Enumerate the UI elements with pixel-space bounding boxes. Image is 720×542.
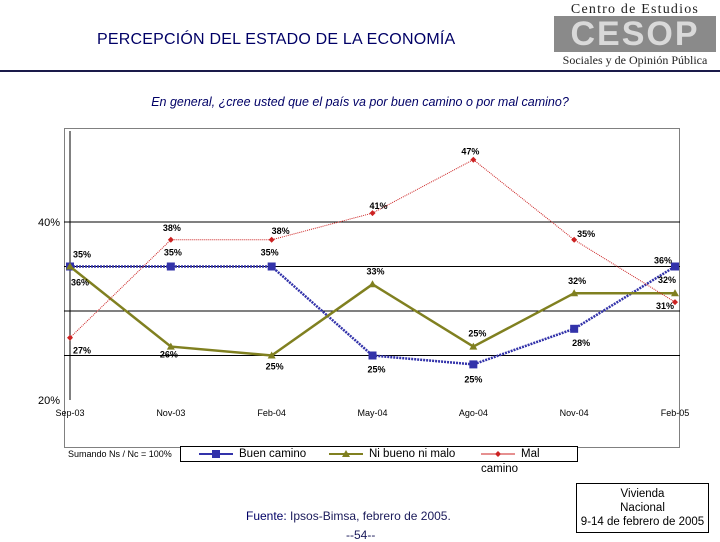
x-tick-label: Nov-03: [156, 408, 185, 418]
x-tick-label: Feb-05: [661, 408, 690, 418]
data-label: 35%: [73, 250, 91, 260]
data-label: 36%: [71, 278, 89, 288]
logo-wordmark: CESOP: [554, 16, 716, 52]
data-point-marker: [166, 262, 175, 271]
data-point-marker: [267, 262, 276, 271]
data-point-marker: [67, 334, 73, 341]
page-number: --54--: [346, 528, 376, 542]
source-note: Fuente: Ipsos-Bimsa, febrero de 2005.: [246, 509, 451, 523]
legend-label: Mal camino: [481, 448, 540, 475]
data-point-marker: [166, 342, 175, 350]
y-tick-label: 40%: [38, 217, 60, 229]
chart-legend: Buen camino Ni bueno ni malo Mal camino: [180, 446, 578, 475]
data-label: 32%: [568, 276, 586, 286]
data-label: 26%: [160, 350, 178, 360]
source-label: Fuente:: [246, 509, 287, 523]
legend-item: Mal camino: [481, 447, 577, 475]
x-tick-label: Nov-04: [560, 408, 589, 418]
data-label: 31%: [656, 301, 674, 311]
x-tick-label: Feb-04: [257, 408, 286, 418]
legend-label: Buen camino: [239, 448, 307, 460]
survey-info-line: Vivienda: [620, 488, 665, 500]
x-tick-label: Ago-04: [459, 408, 488, 418]
legend-swatch: [481, 451, 515, 457]
data-point-marker: [570, 324, 579, 333]
data-point-marker: [268, 236, 275, 243]
data-label: 25%: [464, 374, 482, 384]
data-label: 25%: [367, 365, 385, 375]
logo-top-text: Centro de Estudios: [570, 2, 700, 17]
data-point-marker: [167, 236, 174, 243]
data-label: 33%: [366, 266, 384, 276]
data-label: 35%: [261, 248, 279, 258]
data-point-marker: [66, 262, 74, 270]
legend-item: Ni bueno ni malo: [329, 447, 455, 461]
data-label: 28%: [572, 338, 590, 348]
data-label: 35%: [577, 229, 595, 239]
survey-info-line: 9-14 de febrero de 2005: [580, 516, 705, 528]
legend-swatch: [329, 450, 363, 457]
data-point-marker: [369, 210, 376, 217]
data-label: 27%: [73, 346, 91, 356]
y-tick-label: 20%: [38, 395, 60, 407]
x-tick-label: Sep-03: [55, 408, 84, 418]
data-label: 47%: [461, 147, 479, 157]
data-label: 38%: [163, 223, 181, 233]
legend-label: Ni bueno ni malo: [369, 448, 456, 460]
survey-info-line: Nacional: [620, 502, 665, 514]
source-text: Ipsos-Bimsa, febrero de 2005.: [290, 509, 451, 523]
data-point-marker: [368, 351, 377, 360]
data-label: 25%: [266, 362, 284, 372]
data-point-marker: [671, 262, 679, 271]
cesop-logo: Centro de Estudios CESOP Sociales y de O…: [554, 2, 716, 68]
data-point-marker: [368, 280, 377, 288]
data-label: 25%: [468, 329, 486, 339]
sumando-note: Sumando Ns / Nc = 100%: [68, 449, 172, 459]
survey-info-box: Vivienda Nacional 9-14 de febrero de 200…: [576, 483, 709, 533]
data-point-marker: [570, 289, 579, 297]
logo-bottom-text: Sociales y de Opinión Pública: [562, 53, 708, 67]
data-point-marker: [470, 156, 477, 163]
x-tick-label: May-04: [357, 408, 387, 418]
data-label: 35%: [164, 248, 182, 258]
legend-item: Buen camino: [199, 447, 306, 461]
page-title: PERCEPCIÓN DEL ESTADO DE LA ECONOMÍA: [97, 31, 456, 48]
data-point-marker: [672, 299, 678, 306]
chart-question: En general, ¿cree usted que el país va p…: [151, 95, 569, 109]
data-label: 36%: [654, 256, 672, 266]
data-point-marker: [267, 351, 276, 359]
data-point-marker: [571, 236, 578, 243]
legend-swatch: [199, 450, 233, 458]
data-point-marker: [469, 342, 478, 350]
data-point-marker: [469, 360, 478, 369]
data-label: 41%: [369, 201, 387, 211]
header-divider: [0, 70, 720, 72]
data-point-marker: [671, 289, 679, 297]
data-label: 38%: [272, 226, 290, 236]
data-label: 32%: [658, 275, 676, 285]
